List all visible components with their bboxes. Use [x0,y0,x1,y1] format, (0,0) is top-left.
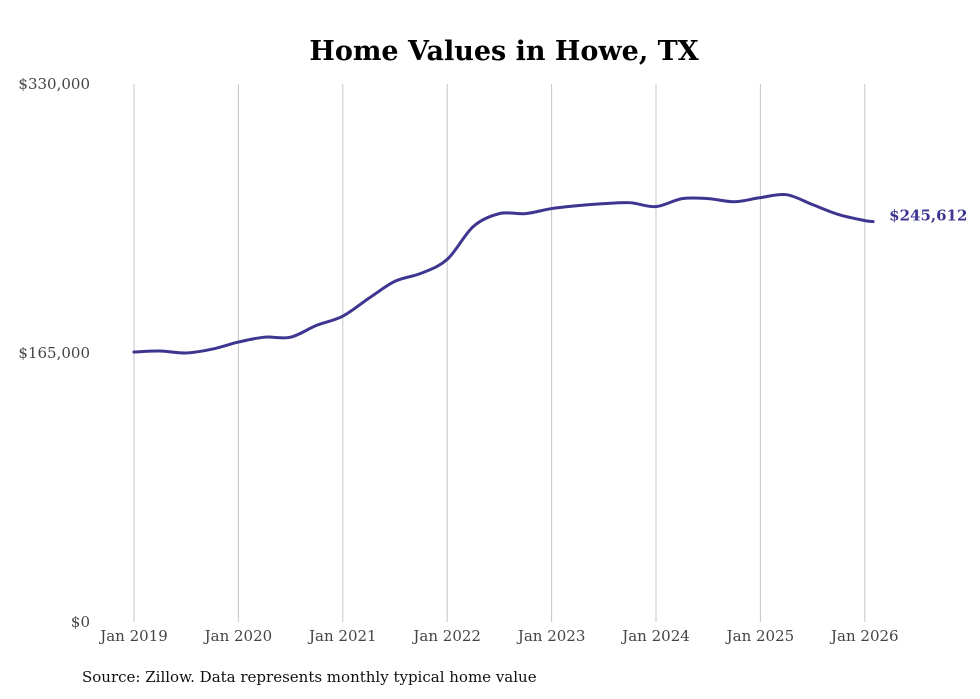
x-tick-label: Jan 2020 [203,627,273,645]
y-tick-label: $330,000 [18,75,90,93]
end-value-label: $245,612 [889,207,967,225]
x-tick-label: Jan 2025 [725,627,795,645]
x-tick-label: Jan 2026 [829,627,899,645]
source-note: Source: Zillow. Data represents monthly … [82,668,537,686]
series-line [132,192,875,355]
x-tick-label: Jan 2024 [620,627,690,645]
x-tick-label: Jan 2023 [516,627,586,645]
x-tick-label: Jan 2022 [411,627,481,645]
chart-title: Home Values in Howe, TX [309,36,698,67]
y-tick-label: $0 [71,613,90,631]
x-tick-label: Jan 2019 [98,627,168,645]
x-tick-label: Jan 2021 [307,627,377,645]
y-tick-label: $165,000 [18,344,90,362]
